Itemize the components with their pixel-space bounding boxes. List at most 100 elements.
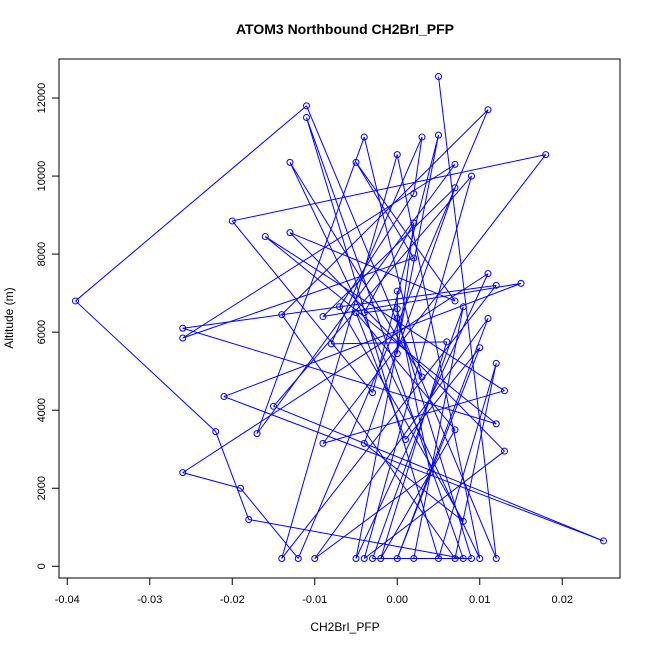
series-segment xyxy=(322,390,505,444)
data-point xyxy=(360,439,368,447)
series-segment xyxy=(264,236,497,425)
data-point xyxy=(459,517,467,525)
data-point xyxy=(410,554,418,562)
series-segment xyxy=(331,341,447,345)
data-point xyxy=(393,287,401,295)
series-segment xyxy=(396,318,472,559)
series-segment xyxy=(223,282,522,398)
series-segment xyxy=(232,154,546,222)
series-segment xyxy=(339,306,464,522)
data-point xyxy=(600,537,607,545)
x-tick-label: 0.02 xyxy=(552,594,573,606)
data-point xyxy=(360,133,368,141)
x-tick-label: -0.03 xyxy=(137,594,162,606)
series-segment xyxy=(182,472,241,489)
data-point xyxy=(501,387,508,395)
series-segment xyxy=(355,162,415,259)
data-point xyxy=(451,426,459,434)
data-point xyxy=(501,447,508,455)
data-point xyxy=(418,373,426,381)
data-point xyxy=(278,554,286,562)
data-point xyxy=(237,484,244,492)
data-point xyxy=(476,344,484,352)
series-segment xyxy=(75,105,307,302)
data-point xyxy=(286,158,294,166)
series-segment xyxy=(396,222,415,354)
series-segment xyxy=(363,187,456,444)
series-segment xyxy=(363,450,505,559)
data-point xyxy=(311,554,319,562)
y-tick-label: 10000 xyxy=(36,161,48,192)
series-segment xyxy=(322,187,456,317)
data-point xyxy=(410,254,418,262)
series-segment xyxy=(182,273,489,474)
series-segment xyxy=(413,136,423,194)
data-point xyxy=(459,554,467,562)
data-point xyxy=(393,151,401,159)
data-point xyxy=(484,315,492,322)
series-segment xyxy=(256,136,365,434)
data-point xyxy=(517,279,525,287)
y-tick-label: 12000 xyxy=(36,83,48,114)
series-segment xyxy=(289,232,456,302)
series-markers xyxy=(72,73,607,562)
series-line xyxy=(75,76,604,559)
series-segment xyxy=(281,285,497,559)
series-segment xyxy=(215,431,250,520)
data-point xyxy=(286,229,294,237)
data-point xyxy=(261,233,269,241)
series-segment xyxy=(281,109,489,315)
series-segment xyxy=(289,162,481,559)
series-segment xyxy=(454,363,497,559)
data-point xyxy=(459,303,467,311)
series-segment xyxy=(240,487,299,559)
data-point xyxy=(303,102,310,110)
data-point xyxy=(327,340,335,348)
x-tick-label: -0.01 xyxy=(302,594,327,606)
series-segment xyxy=(330,136,423,345)
data-point xyxy=(468,554,475,562)
data-point xyxy=(336,303,343,311)
data-point xyxy=(179,334,187,342)
data-point xyxy=(303,114,310,122)
series-segment xyxy=(273,175,472,407)
data-point xyxy=(369,554,376,562)
data-point xyxy=(228,217,236,225)
data-point xyxy=(492,554,500,562)
data-point xyxy=(360,554,368,562)
series-segment xyxy=(339,193,415,308)
data-point xyxy=(492,359,500,367)
series-segment xyxy=(297,109,489,559)
y-tick-label: 4000 xyxy=(36,398,48,422)
series-segment xyxy=(380,429,456,559)
data-point xyxy=(352,309,360,317)
data-point xyxy=(352,554,360,562)
data-point xyxy=(212,428,220,436)
data-point xyxy=(220,393,228,401)
data-point xyxy=(426,469,434,477)
series-segment xyxy=(182,163,456,339)
series-segment xyxy=(281,314,456,559)
data-point xyxy=(360,309,368,317)
data-point xyxy=(393,350,401,358)
data-point xyxy=(179,324,187,332)
series-segment xyxy=(363,442,464,522)
series-segment xyxy=(355,312,406,440)
series-segment xyxy=(182,257,414,339)
y-axis-label: Altitude (m) xyxy=(2,287,16,348)
series-segment xyxy=(380,341,448,559)
data-point xyxy=(179,469,187,477)
data-point xyxy=(410,190,418,198)
series-segment xyxy=(363,136,423,378)
series-segment xyxy=(363,175,472,559)
series-segment xyxy=(256,164,456,434)
x-tick-label: -0.02 xyxy=(220,594,245,606)
data-point xyxy=(435,73,442,81)
data-point xyxy=(393,554,401,562)
data-point xyxy=(476,554,484,562)
data-point xyxy=(492,281,500,289)
series-segment xyxy=(281,154,398,559)
data-point xyxy=(377,554,385,562)
data-point xyxy=(245,515,253,523)
data-point xyxy=(352,158,360,166)
